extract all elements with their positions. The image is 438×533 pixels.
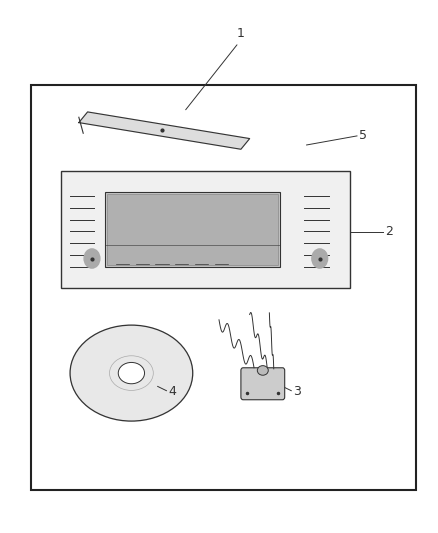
Bar [31, 85, 416, 490]
Bar [105, 192, 280, 266]
Ellipse shape [257, 366, 268, 375]
Ellipse shape [118, 362, 145, 384]
Bar [107, 194, 278, 265]
Circle shape [312, 249, 328, 268]
Bar [61, 171, 350, 288]
FancyBboxPatch shape [241, 368, 285, 400]
Circle shape [84, 249, 100, 268]
Text: 2: 2 [385, 225, 393, 238]
Polygon shape [79, 112, 250, 149]
Text: 3: 3 [293, 385, 301, 398]
Text: 1: 1 [237, 27, 245, 40]
Text: 5: 5 [359, 130, 367, 142]
Ellipse shape [70, 325, 193, 421]
Text: 4: 4 [169, 385, 177, 398]
